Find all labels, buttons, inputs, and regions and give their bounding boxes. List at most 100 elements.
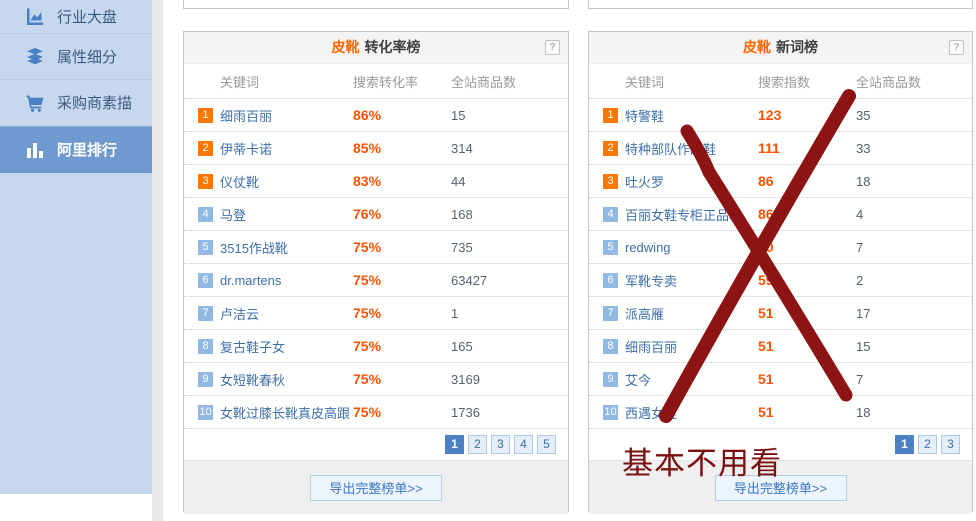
keyword-link[interactable]: 细雨百丽 (220, 108, 273, 124)
metric-value: 59 (758, 272, 774, 288)
rank-badge: 3 (198, 173, 213, 189)
keyword-link[interactable]: 仪仗靴 (220, 174, 260, 190)
product-count: 4 (856, 206, 864, 222)
panel-title: 新词榜 (776, 39, 818, 55)
pagination-page[interactable]: 5 (537, 435, 556, 454)
column-header-keyword: 关键词 (625, 74, 665, 90)
export-button[interactable]: 导出完整榜单>> (714, 474, 847, 501)
table-row: 8 细雨百丽 51 15 (589, 330, 972, 363)
metric-value: 75% (353, 371, 382, 387)
product-count: 3169 (451, 371, 480, 387)
previous-panel-stub-right (588, 0, 973, 9)
table-row: 1 细雨百丽 86% 15 (184, 99, 568, 132)
panel-title: 转化率榜 (364, 39, 421, 55)
keyword-link[interactable]: 西遇女鞋 (625, 405, 678, 421)
rank-badge: 5 (198, 239, 213, 255)
table-row: 6 军靴专卖 59 2 (589, 264, 972, 297)
keyword-link[interactable]: 3515作战靴 (220, 240, 288, 256)
keyword-link[interactable]: 细雨百丽 (625, 339, 678, 355)
panel-footer: 导出完整榜单>> (589, 460, 972, 514)
metric-value: 123 (758, 107, 782, 123)
keyword-link[interactable]: 吐火罗 (625, 174, 665, 190)
sidebar: 行业大盘 属性细分 采购商素描 阿里排行 (0, 0, 152, 494)
product-count: 18 (856, 173, 871, 189)
rank-badge: 7 (603, 305, 618, 321)
pagination-page[interactable]: 2 (468, 435, 487, 454)
table-row: 3 仪仗靴 83% 44 (184, 165, 568, 198)
content-gutter (152, 0, 163, 521)
panel-category: 皮靴 (743, 39, 771, 55)
bar-chart-icon (24, 140, 46, 160)
pagination-page[interactable]: 1 (895, 435, 914, 454)
column-header-product-count: 全站商品数 (856, 74, 922, 90)
keyword-link[interactable]: 百丽女鞋专柜正品靴 (625, 207, 743, 223)
metric-value: 111 (758, 140, 780, 156)
metric-value: 51 (758, 404, 774, 420)
sidebar-item-industry-overview[interactable]: 行业大盘 (0, 0, 152, 34)
keyword-link[interactable]: 军靴专卖 (625, 273, 678, 289)
sidebar-item-attribute-breakdown[interactable]: 属性细分 (0, 34, 152, 80)
keyword-link[interactable]: 马登 (220, 207, 247, 223)
cart-icon (24, 93, 46, 113)
table-body: 1 细雨百丽 86% 15 2 伊蒂卡诺 85% 314 3 仪仗靴 83% 4… (184, 99, 568, 429)
table-row: 4 百丽女鞋专柜正品靴 86 4 (589, 198, 972, 231)
metric-value: 83% (353, 173, 382, 189)
table-header: 关键词 搜索转化率 全站商品数 (184, 64, 568, 99)
keyword-link[interactable]: 伊蒂卡诺 (220, 141, 273, 157)
column-header-product-count: 全站商品数 (451, 74, 517, 90)
pagination-page[interactable]: 1 (445, 435, 464, 454)
pagination-page[interactable]: 3 (491, 435, 510, 454)
metric-value: 86 (758, 173, 774, 189)
rank-badge: 2 (603, 140, 618, 156)
metric-value: 76% (353, 206, 382, 222)
product-count: 314 (451, 140, 473, 156)
pagination-page[interactable]: 2 (918, 435, 937, 454)
keyword-link[interactable]: 女短靴春秋 (220, 372, 286, 388)
pagination-page[interactable]: 3 (941, 435, 960, 454)
metric-value: 75% (353, 272, 382, 288)
metric-value: 86% (353, 107, 382, 123)
panel-category: 皮靴 (331, 39, 360, 55)
pagination-page[interactable]: 4 (514, 435, 533, 454)
rank-badge: 1 (603, 107, 618, 123)
rank-badge: 9 (603, 371, 618, 387)
table-row: 5 3515作战靴 75% 735 (184, 231, 568, 264)
panel-footer: 导出完整榜单>> (184, 460, 568, 514)
table-row: 5 redwing 80 7 (589, 231, 972, 264)
table-row: 10 西遇女鞋 51 18 (589, 396, 972, 429)
metric-value: 51 (758, 305, 774, 321)
product-count: 2 (856, 272, 864, 288)
sidebar-item-buyer-sketch[interactable]: 采购商素描 (0, 80, 152, 126)
table-row: 1 特警鞋 123 35 (589, 99, 972, 132)
rank-badge: 2 (198, 140, 213, 156)
export-button[interactable]: 导出完整榜单>> (310, 474, 442, 501)
new-words-ranking-panel: 皮靴 新词榜 ? 关键词 搜索指数 全站商品数 1 特警鞋 123 35 2 特种… (588, 31, 973, 514)
metric-value: 86 (758, 206, 774, 222)
rank-badge: 6 (198, 272, 213, 288)
metric-value: 85% (353, 140, 382, 156)
keyword-link[interactable]: 特种部队作战鞋 (625, 141, 717, 157)
layers-icon (24, 47, 46, 67)
keyword-link[interactable]: dr.martens (220, 272, 282, 288)
rank-badge: 6 (603, 272, 618, 288)
rank-badge: 4 (198, 206, 213, 222)
keyword-link[interactable]: 特警鞋 (625, 108, 665, 124)
table-row: 2 伊蒂卡诺 85% 314 (184, 132, 568, 165)
metric-value: 75% (353, 404, 382, 420)
product-count: 15 (856, 338, 871, 354)
help-icon[interactable]: ? (545, 40, 560, 55)
keyword-link[interactable]: 艾今 (625, 372, 652, 388)
keyword-link[interactable]: 卢洁云 (220, 306, 260, 322)
keyword-link[interactable]: 女靴过膝长靴真皮高跟 (220, 405, 351, 421)
metric-value: 75% (353, 338, 382, 354)
table-row: 6 dr.martens 75% 63427 (184, 264, 568, 297)
keyword-link[interactable]: redwing (625, 239, 671, 255)
keyword-link[interactable]: 复古鞋子女 (220, 339, 286, 355)
help-icon[interactable]: ? (949, 40, 964, 55)
table-row: 10 女靴过膝长靴真皮高跟 75% 1736 (184, 396, 568, 429)
sidebar-item-label: 行业大盘 (57, 9, 118, 26)
sidebar-item-ali-ranking[interactable]: 阿里排行 (0, 126, 152, 173)
keyword-link[interactable]: 派高雁 (625, 306, 665, 322)
